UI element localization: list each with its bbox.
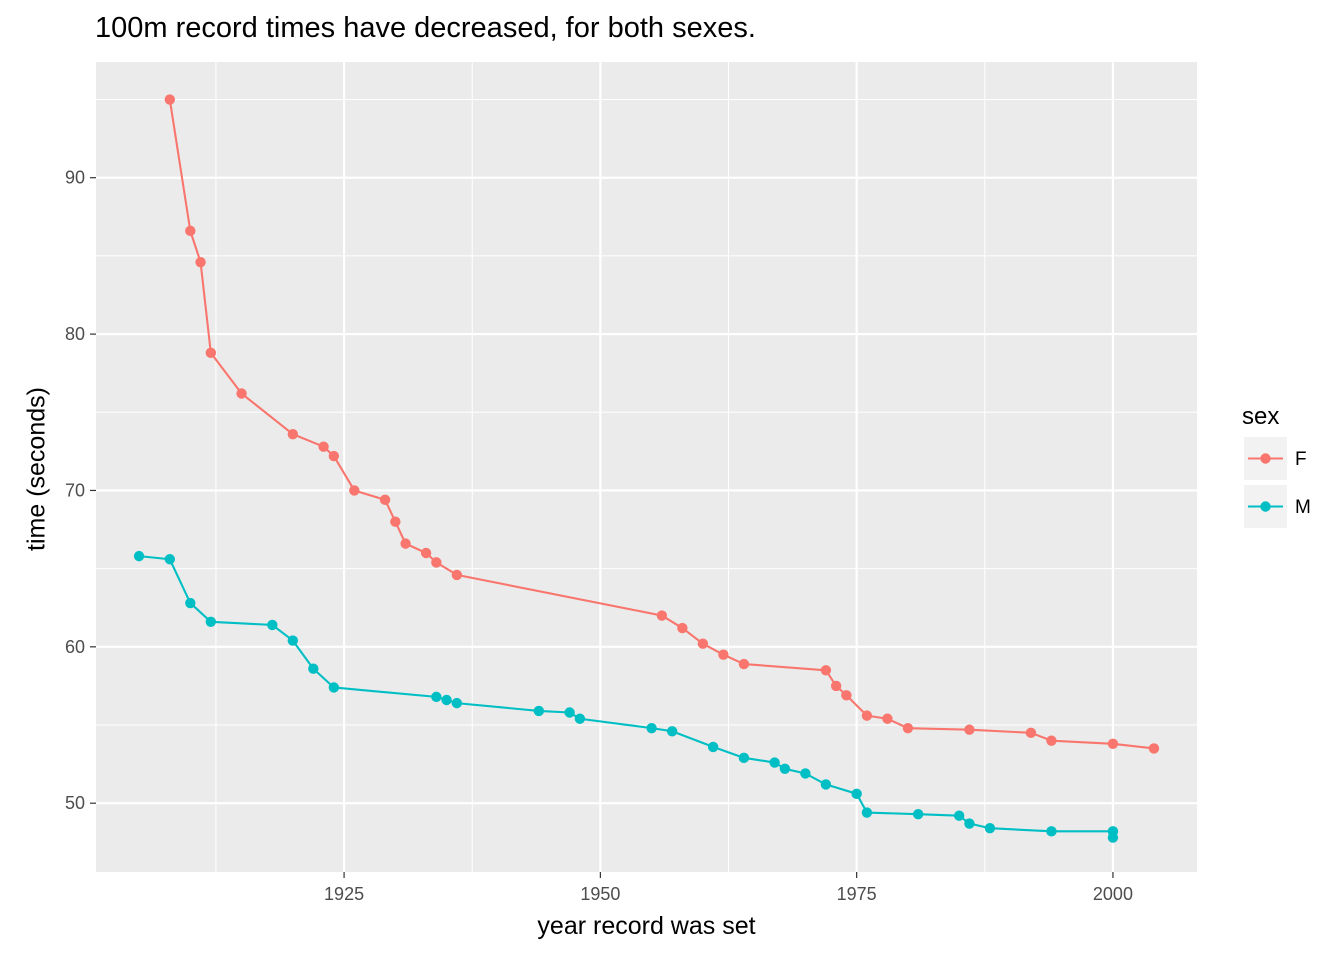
data-point-f [861, 710, 873, 721]
data-point-m [451, 697, 463, 709]
x-tick-label: 1975 [837, 884, 877, 904]
data-point-m [953, 810, 965, 821]
legend-label-f: F [1295, 449, 1307, 470]
data-point-m [431, 691, 442, 703]
data-point-m [646, 722, 657, 734]
legend-title: sex [1242, 403, 1280, 430]
data-point-m [851, 788, 862, 800]
x-tick-label: 2000 [1093, 884, 1133, 904]
data-point-f [379, 494, 391, 506]
data-point-f [287, 428, 299, 440]
data-point-m [287, 635, 299, 646]
legend-key-f [1244, 437, 1287, 480]
legend-key-point [1260, 501, 1271, 512]
data-point-f [328, 450, 340, 462]
data-point-m [912, 808, 924, 820]
data-point-m [964, 818, 975, 829]
data-point-m [533, 705, 545, 717]
data-point-f [1025, 727, 1037, 739]
data-point-f [164, 94, 176, 105]
data-point-f [400, 538, 411, 549]
data-point-f [451, 569, 463, 581]
legend-key-point [1260, 453, 1271, 464]
data-point-m [984, 823, 996, 834]
plot-panel [96, 62, 1197, 872]
data-point-f [318, 441, 329, 452]
data-point-m [133, 550, 145, 562]
data-point-f [830, 680, 842, 692]
data-point-f [205, 347, 217, 359]
data-point-f [390, 516, 401, 527]
x-axis-title: year record was set [537, 912, 756, 940]
data-point-f [431, 557, 442, 568]
y-axis-title: time (seconds) [22, 387, 51, 551]
data-point-f [882, 713, 893, 724]
data-point-f [738, 658, 750, 670]
data-point-m [164, 554, 176, 565]
data-point-m [574, 713, 586, 724]
data-point-f [841, 690, 852, 701]
data-point-f [420, 547, 432, 559]
data-point-m [800, 768, 811, 779]
data-point-m [205, 616, 217, 628]
data-point-m [267, 619, 278, 631]
data-point-f [349, 485, 360, 496]
data-point-m [779, 763, 791, 774]
data-point-f [185, 225, 196, 237]
y-tick-label: 60 [65, 637, 85, 657]
data-point-f [697, 638, 709, 649]
data-point-f [195, 256, 206, 268]
data-point-f [820, 665, 832, 676]
x-tick-label: 1925 [324, 884, 364, 904]
data-point-f [964, 724, 975, 735]
data-point-m [861, 807, 873, 818]
y-tick-label: 90 [65, 168, 85, 188]
data-point-f [902, 722, 914, 734]
legend-key-m [1244, 485, 1287, 528]
data-point-m [1107, 832, 1119, 843]
y-tick-label: 80 [65, 324, 85, 344]
data-point-m [707, 741, 719, 753]
data-point-m [666, 726, 678, 737]
data-point-m [1046, 826, 1057, 837]
data-point-f [656, 610, 668, 621]
data-point-m [328, 682, 340, 693]
data-point-f [718, 649, 729, 660]
data-point-f [677, 622, 688, 634]
data-point-f [236, 388, 247, 399]
chart-title: 100m record times have decreased, for bo… [95, 12, 756, 44]
data-point-f [1046, 735, 1057, 746]
data-point-m [308, 663, 319, 674]
legend-label-m: M [1295, 497, 1311, 518]
x-tick-label: 1950 [580, 884, 620, 904]
data-point-m [185, 597, 196, 609]
data-point-m [820, 779, 832, 790]
data-point-f [1107, 738, 1119, 749]
data-point-m [564, 707, 575, 718]
data-point-m [769, 757, 780, 768]
data-point-m [441, 694, 452, 706]
data-point-m [738, 752, 750, 764]
y-tick-label: 70 [65, 480, 85, 500]
y-tick-label: 50 [65, 793, 85, 813]
data-point-f [1148, 743, 1160, 754]
